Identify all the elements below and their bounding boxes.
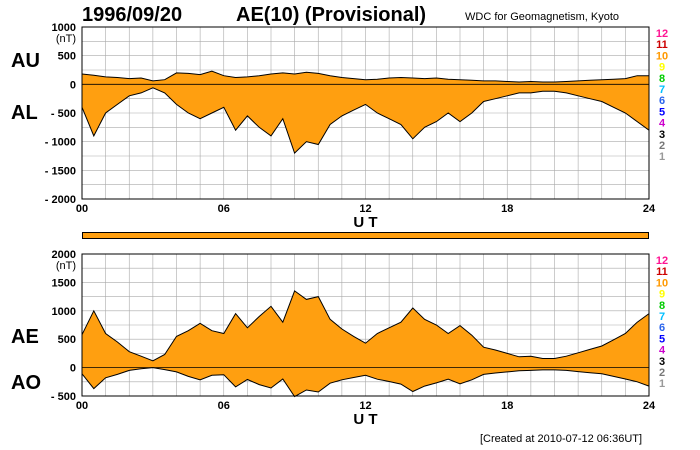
x-tick-label: 00 bbox=[76, 203, 88, 215]
legend-number: 3 bbox=[659, 356, 665, 368]
legend-number: 4 bbox=[659, 118, 666, 130]
x-axis-label: U T bbox=[353, 411, 377, 428]
y-tick-label: 0 bbox=[70, 79, 76, 91]
y-tick-label: 0 bbox=[70, 363, 76, 375]
x-axis-label: U T bbox=[353, 214, 377, 230]
legend-number: 10 bbox=[656, 50, 668, 62]
y-tick-label: - 1000 bbox=[45, 137, 76, 149]
legend-number: 6 bbox=[659, 322, 665, 334]
legend-number: 4 bbox=[659, 345, 666, 357]
y-tick-label: 1500 bbox=[52, 277, 76, 289]
index-title: AE(10) (Provisional) bbox=[236, 4, 427, 26]
x-tick-label: 06 bbox=[218, 400, 230, 412]
legend-number: 9 bbox=[659, 62, 665, 74]
source-label: WDC for Geomagnetism, Kyoto bbox=[465, 11, 620, 23]
x-tick-label: 06 bbox=[218, 203, 230, 215]
legend-number: 8 bbox=[659, 73, 665, 85]
legend-number: 7 bbox=[659, 84, 665, 96]
legend-number: 10 bbox=[656, 277, 668, 289]
legend-number: 11 bbox=[656, 39, 668, 51]
y-tick-label: - 500 bbox=[51, 391, 76, 403]
legend-number: 2 bbox=[659, 140, 665, 152]
x-tick-label: 24 bbox=[643, 203, 656, 215]
y-tick-label: - 2000 bbox=[45, 194, 76, 206]
au-al-plot bbox=[81, 26, 650, 200]
legend-number: 1 bbox=[659, 151, 665, 163]
legend-number: 5 bbox=[659, 106, 665, 118]
x-tick-label: 12 bbox=[359, 203, 371, 215]
series-al-line bbox=[81, 87, 650, 155]
series-ae-line bbox=[81, 290, 650, 362]
legend-number: 1 bbox=[659, 378, 665, 390]
au-label: AU bbox=[11, 50, 40, 72]
created-timestamp: [Created at 2010-07-12 06:36UT] bbox=[480, 433, 643, 445]
au-al-chart: 1000 500 0 - 500 - 1000 - 1500 - 2000 (nT) 00 06 1… bbox=[45, 22, 668, 230]
legend-number: 9 bbox=[659, 289, 665, 301]
au-al-area bbox=[82, 71, 649, 154]
legend-number: 11 bbox=[656, 266, 668, 278]
plot-frame bbox=[81, 26, 650, 200]
legend-number: 5 bbox=[659, 333, 665, 345]
y-tick-label: 500 bbox=[58, 334, 76, 346]
y-tick-label: 1000 bbox=[52, 306, 76, 318]
y-unit-label: (nT) bbox=[56, 33, 76, 45]
x-tick-label: 18 bbox=[501, 203, 513, 215]
x-tick-label: 24 bbox=[643, 400, 656, 412]
separator-bar bbox=[82, 232, 649, 239]
plot-frame bbox=[81, 253, 650, 397]
legend-number: 12 bbox=[656, 255, 668, 267]
legend-number: 7 bbox=[659, 311, 665, 323]
y-tick-label: - 500 bbox=[51, 108, 76, 120]
y-tick-label: - 1500 bbox=[45, 165, 76, 177]
x-tick-label: 18 bbox=[501, 400, 513, 412]
al-label: AL bbox=[11, 102, 38, 124]
date-title: 1996/09/20 bbox=[82, 4, 183, 26]
series-au-line bbox=[81, 70, 649, 83]
legend-number: 6 bbox=[659, 95, 665, 107]
ae-label: AE bbox=[11, 326, 39, 348]
ao-label: AO bbox=[11, 372, 41, 394]
x-tick-label: 12 bbox=[359, 400, 371, 412]
y-tick-label: 2000 bbox=[52, 249, 76, 261]
legend-number: 2 bbox=[659, 367, 665, 379]
y-tick-label: 1000 bbox=[52, 22, 76, 34]
y-tick-label: 500 bbox=[58, 51, 76, 63]
legend-number: 3 bbox=[659, 129, 665, 141]
legend-number: 12 bbox=[656, 28, 668, 40]
ae-ao-plot bbox=[81, 253, 650, 398]
legend-number: 8 bbox=[659, 300, 665, 312]
y-unit-label: (nT) bbox=[56, 260, 76, 272]
series-ao-line bbox=[81, 367, 650, 398]
x-tick-label: 00 bbox=[76, 400, 88, 412]
